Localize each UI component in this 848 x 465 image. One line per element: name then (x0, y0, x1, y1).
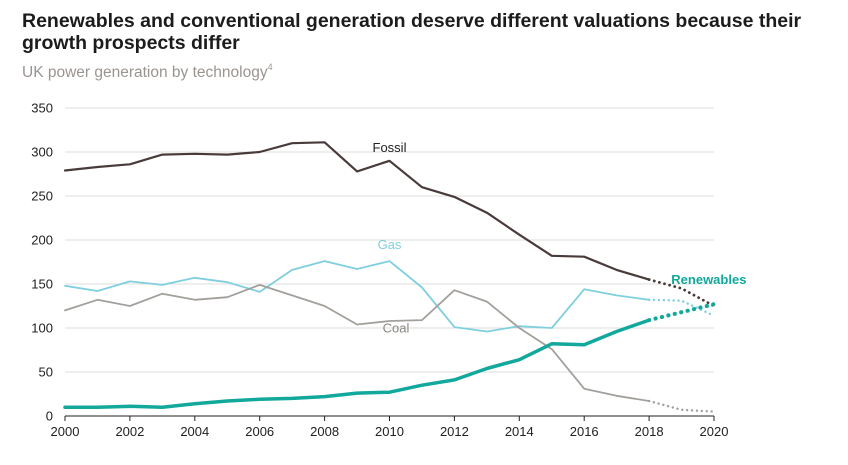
line-gas (64, 260, 650, 333)
x-tick-label: 2006 (245, 424, 274, 439)
y-axis-ticks: 0 50 100 150 200 250 300 350 (31, 101, 53, 424)
series-lines (63, 141, 717, 413)
label-renewables: Renewables (671, 272, 746, 287)
y-tick-label: 300 (31, 145, 53, 160)
series-labels: Fossil Gas Coal Renewables (373, 140, 747, 335)
x-tick-label: 2018 (635, 424, 664, 439)
subtitle-footnote: 4 (267, 62, 273, 72)
projection-fossil (647, 278, 716, 308)
line-coal (64, 283, 650, 402)
chart-subtitle: UK power generation by technology4 (22, 62, 273, 82)
label-fossil: Fossil (373, 140, 407, 155)
label-coal: Coal (383, 320, 410, 335)
x-tick-label: 2016 (570, 424, 599, 439)
y-tick-label: 50 (39, 365, 53, 380)
x-tick-label: 2002 (115, 424, 144, 439)
x-axis-ticks: 2000 2002 2004 2006 2008 2010 2012 2014 2016 2018… (51, 416, 729, 439)
gridlines (65, 107, 714, 373)
x-tick-label: 2000 (51, 424, 80, 439)
x-tick-label: 2004 (180, 424, 209, 439)
chart-title: Renewables and conventional generation d… (22, 10, 802, 54)
y-tick-label: 150 (31, 277, 53, 292)
x-tick-label: 2020 (700, 424, 729, 439)
y-tick-label: 0 (46, 409, 53, 424)
projection-gas (647, 298, 716, 317)
line-renewables (63, 318, 651, 409)
projection-renewables (647, 302, 717, 323)
y-tick-label: 250 (31, 189, 53, 204)
subtitle-text: UK power generation by technology (22, 64, 268, 81)
y-tick-label: 200 (31, 233, 53, 248)
projection-coal (647, 399, 716, 413)
x-tick-label: 2012 (440, 424, 469, 439)
x-tick-label: 2008 (310, 424, 339, 439)
x-tick-label: 2014 (505, 424, 534, 439)
y-tick-label: 350 (31, 101, 53, 116)
line-fossil (63, 141, 651, 281)
x-tick-label: 2010 (375, 424, 404, 439)
y-tick-label: 100 (31, 321, 53, 336)
label-gas: Gas (378, 237, 402, 252)
